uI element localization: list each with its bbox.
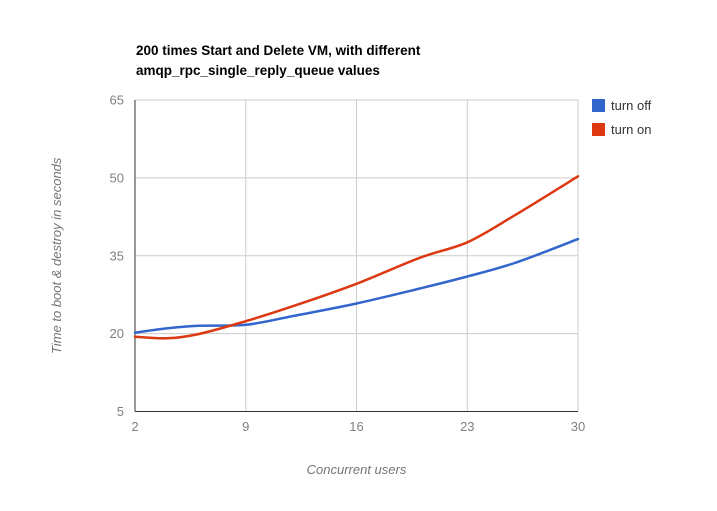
gridlines: [134, 99, 579, 412]
legend-label-turn-off: turn off: [611, 98, 652, 113]
series-lines: [133, 175, 580, 340]
chart-title: 200 times Start and Delete VM, with diff…: [136, 41, 420, 81]
y-tick-label: 35: [110, 248, 124, 263]
legend: turn off turn on: [592, 99, 651, 147]
legend-item-turn-off[interactable]: turn off: [592, 99, 651, 112]
y-tick-label: 50: [110, 170, 124, 185]
tick-labels: 2 9 16 23 30 5 20 35 50 65: [110, 93, 586, 435]
x-tick-label: 16: [349, 419, 363, 434]
y-tick-label: 5: [117, 404, 124, 419]
y-axis-title: Time to boot & destroy in seconds: [49, 157, 64, 354]
legend-swatch-turn-on: [592, 123, 605, 136]
chart-title-line1: 200 times Start and Delete VM, with diff…: [136, 43, 421, 58]
x-axis-title: Concurrent users: [307, 462, 407, 477]
legend-label-turn-on: turn on: [611, 122, 652, 137]
x-tick-label: 30: [571, 419, 585, 434]
x-tick-label: 9: [242, 419, 249, 434]
series-line-turn-on[interactable]: [133, 175, 580, 340]
series-line-turn-off[interactable]: [133, 237, 580, 334]
x-tick-label: 23: [460, 419, 474, 434]
chart-title-line2: amqp_rpc_single_reply_queue values: [136, 63, 380, 78]
legend-item-turn-on[interactable]: turn on: [592, 123, 651, 136]
y-tick-label: 20: [110, 326, 124, 341]
legend-swatch-turn-off: [592, 99, 605, 112]
y-tick-label: 65: [110, 93, 124, 108]
axes: [134, 100, 578, 412]
x-tick-label: 2: [131, 419, 138, 434]
